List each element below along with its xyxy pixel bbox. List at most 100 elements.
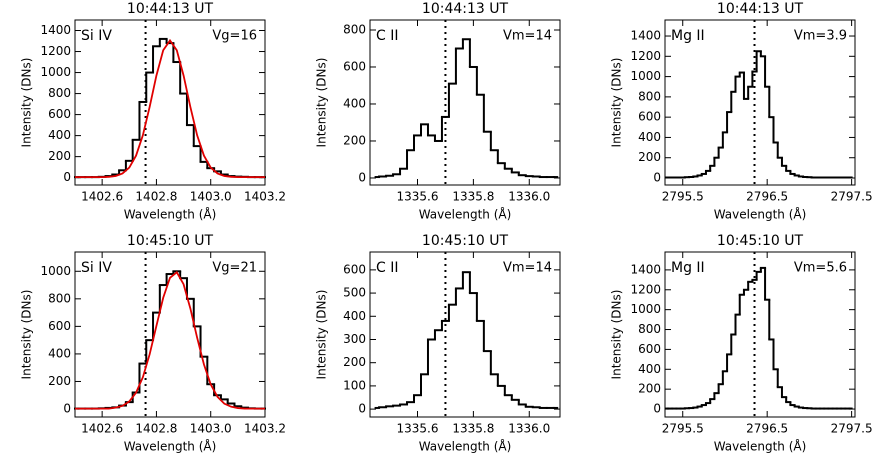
y-tick-label: 0	[63, 402, 71, 416]
y-tick-label: 0	[653, 171, 661, 185]
plot-frame	[664, 251, 856, 418]
line-label: Mg II	[671, 28, 705, 44]
y-tick-label: 400	[343, 309, 366, 323]
fit-curve	[75, 270, 265, 410]
x-tick-label: 2795.5	[662, 422, 704, 436]
x-tick-label: 1335.6	[397, 190, 439, 204]
velocity-label: Vg=16	[212, 29, 257, 44]
y-tick-label: 600	[638, 110, 661, 124]
x-tick-label: 2796.5	[746, 190, 788, 204]
x-tick-label: 1402.8	[135, 422, 177, 436]
y-tick-label: 0	[358, 402, 366, 416]
y-tick-label: 1200	[40, 44, 71, 58]
y-tick-label: 300	[343, 332, 366, 346]
y-tick-label: 1400	[630, 29, 661, 43]
y-tick-label: 800	[48, 86, 71, 100]
y-axis-label: Intensity (DNs)	[20, 290, 34, 380]
y-tick-label: 200	[343, 133, 366, 147]
y-tick-label: 0	[653, 402, 661, 416]
y-tick-label: 200	[343, 355, 366, 369]
plot-frame	[369, 251, 561, 418]
y-tick-label: 400	[48, 128, 71, 142]
line-label: Mg II	[671, 260, 705, 276]
panel: 10:44:13 UT 2795.5 2796.5 2797.5 0 200 400 600 8…	[610, 1, 872, 222]
y-tick-label: 400	[638, 130, 661, 144]
y-tick-label: 100	[343, 378, 366, 392]
y-axis-label: Intensity (DNs)	[20, 58, 34, 148]
y-axis-label: Intensity (DNs)	[315, 290, 329, 380]
panel: 10:44:13 UT 1402.6 1402.8 1403.0 1403.2 0 200 4…	[20, 1, 287, 222]
panel-title: 10:44:13 UT	[717, 1, 804, 17]
y-tick-label: 200	[638, 150, 661, 164]
x-axis-label: Wavelength (Å)	[419, 439, 512, 454]
x-tick-label: 1335.8	[452, 190, 494, 204]
x-axis-label: Wavelength (Å)	[124, 207, 217, 222]
panel: 10:45:10 UT 1335.6 1335.8 1336.0 0 100 200 300 4…	[315, 233, 561, 454]
y-tick-label: 1000	[630, 302, 661, 316]
x-tick-label: 1403.0	[190, 190, 232, 204]
y-tick-label: 1400	[40, 23, 71, 37]
x-tick-label: 1402.6	[81, 422, 123, 436]
y-tick-label: 1000	[40, 65, 71, 79]
y-tick-label: 200	[48, 374, 71, 388]
x-axis-label: Wavelength (Å)	[124, 439, 217, 454]
y-tick-label: 800	[638, 89, 661, 103]
x-tick-label: 1403.2	[244, 190, 286, 204]
x-tick-label: 1402.6	[81, 190, 123, 204]
fit-curve	[75, 38, 265, 179]
panel: 10:44:13 UT 1335.6 1335.8 1336.0 0 200 400 600 8…	[315, 1, 561, 222]
plot-frame	[74, 251, 266, 418]
x-tick-label: 1403.0	[190, 422, 232, 436]
plot-frame	[74, 19, 266, 186]
velocity-label: Vm=5.6	[794, 261, 847, 276]
line-label: Si IV	[81, 260, 112, 276]
y-tick-label: 1200	[630, 282, 661, 296]
y-tick-label: 0	[63, 170, 71, 184]
panel: 10:45:10 UT 1402.6 1402.8 1403.0 1403.2 0 200 4…	[20, 233, 287, 454]
line-label: C II	[376, 28, 398, 44]
panel: 10:45:10 UT 2795.5 2796.5 2797.5 0 200 400 600 8…	[610, 233, 872, 454]
y-tick-label: 1400	[630, 262, 661, 276]
x-tick-label: 1403.2	[244, 422, 286, 436]
x-tick-label: 1336.0	[508, 190, 550, 204]
y-tick-label: 600	[48, 107, 71, 121]
y-axis-label: Intensity (DNs)	[315, 58, 329, 148]
panel-title: 10:44:13 UT	[422, 1, 509, 17]
y-tick-label: 800	[638, 322, 661, 336]
x-tick-label: 1402.8	[135, 190, 177, 204]
y-tick-label: 600	[343, 59, 366, 73]
panel-title: 10:45:10 UT	[127, 233, 214, 249]
y-tick-label: 800	[48, 291, 71, 305]
y-tick-label: 600	[343, 262, 366, 276]
x-tick-label: 1335.6	[397, 422, 439, 436]
y-axis-label: Intensity (DNs)	[610, 58, 624, 148]
y-tick-label: 600	[48, 319, 71, 333]
plot-frame	[664, 19, 856, 186]
x-tick-label: 2795.5	[662, 190, 704, 204]
y-tick-label: 400	[638, 362, 661, 376]
y-tick-label: 600	[638, 342, 661, 356]
velocity-label: Vg=21	[212, 261, 257, 276]
panel-title: 10:45:10 UT	[717, 233, 804, 249]
x-tick-label: 2797.5	[831, 422, 872, 436]
line-label: Si IV	[81, 28, 112, 44]
panel-title: 10:44:13 UT	[127, 1, 214, 17]
y-tick-label: 400	[343, 96, 366, 110]
y-tick-label: 1200	[630, 49, 661, 63]
y-tick-label: 1000	[630, 69, 661, 83]
x-tick-label: 2796.5	[746, 422, 788, 436]
line-label: C II	[376, 260, 398, 276]
plot-frame	[369, 19, 561, 186]
x-axis-label: Wavelength (Å)	[714, 207, 807, 222]
velocity-label: Vm=3.9	[794, 29, 847, 44]
y-axis-label: Intensity (DNs)	[610, 290, 624, 380]
y-tick-label: 0	[358, 170, 366, 184]
y-tick-label: 800	[343, 22, 366, 36]
y-tick-label: 1000	[40, 264, 71, 278]
x-axis-label: Wavelength (Å)	[419, 207, 512, 222]
y-tick-label: 200	[48, 149, 71, 163]
y-tick-label: 500	[343, 286, 366, 300]
panel-title: 10:45:10 UT	[422, 233, 509, 249]
x-axis-label: Wavelength (Å)	[714, 439, 807, 454]
